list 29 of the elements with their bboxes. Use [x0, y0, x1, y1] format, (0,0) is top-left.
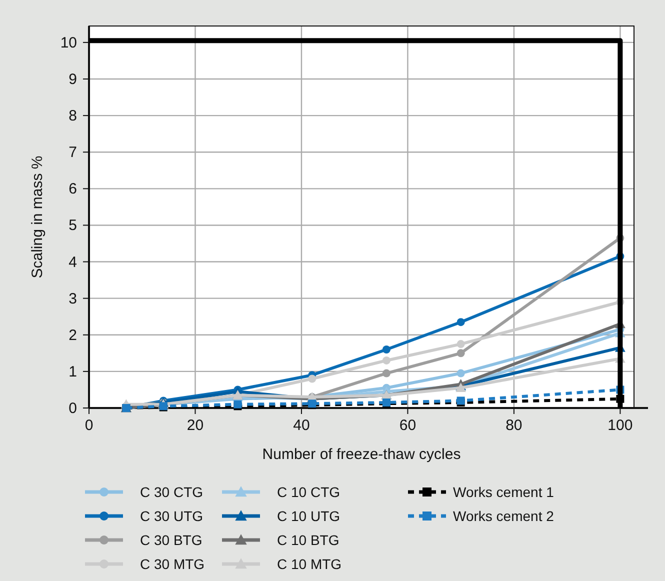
legend-label: C 30 UTG — [140, 508, 204, 524]
x-tick-label: 0 — [84, 417, 94, 434]
x-axis-title: Number of freeze-thaw cycles — [262, 446, 461, 463]
y-tick-label: 4 — [68, 254, 77, 271]
legend-label: C 30 MTG — [140, 556, 205, 572]
y-tick-label: 6 — [68, 180, 77, 198]
legend-label: C 10 CTG — [277, 484, 340, 500]
legend-label: C 10 MTG — [277, 556, 342, 572]
y-tick-label: 7 — [68, 144, 77, 162]
y-tick-label: 8 — [68, 108, 77, 125]
x-tick-label: 20 — [186, 417, 204, 434]
legend-label: C 30 CTG — [140, 484, 204, 500]
x-tick-label: 60 — [399, 417, 416, 434]
legend-label: Works cement 2 — [453, 508, 554, 524]
x-tick-label: 100 — [608, 417, 633, 434]
y-tick-label: 5 — [68, 217, 77, 234]
y-tick-label: 2 — [68, 326, 77, 344]
y-tick-label: 9 — [68, 71, 77, 88]
y-axis-title: Scaling in mass % — [29, 156, 46, 278]
x-tick-label: 40 — [293, 417, 310, 434]
y-tick-label: 1 — [68, 363, 77, 380]
x-tick-label: 80 — [506, 417, 522, 434]
legend-label: C 30 BTG — [140, 532, 202, 548]
legend-label: C 10 UTG — [277, 508, 340, 524]
y-tick-label: 3 — [68, 290, 77, 308]
legend-label: C 10 BTG — [277, 532, 340, 548]
legend-label: Works cement 1 — [453, 484, 554, 500]
y-tick-label: 0 — [68, 400, 77, 417]
y-tick-label: 10 — [60, 34, 77, 52]
